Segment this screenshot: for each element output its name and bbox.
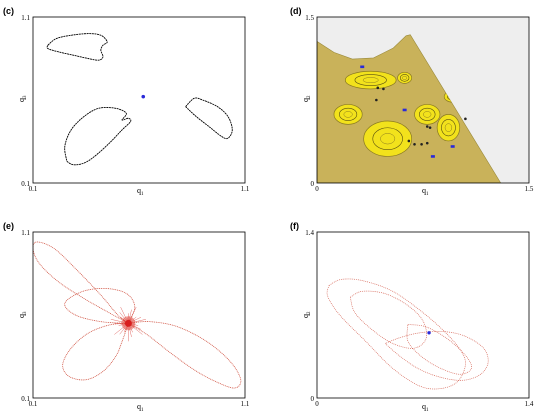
panel-d-marker-2 (402, 108, 407, 112)
panel-e: (e) 0.1 1.1 0.1 1.1 q1 q3 (3, 221, 250, 413)
panel-d-marker-1 (360, 65, 365, 69)
panel-c-ytick-min: 0.1 (21, 180, 30, 188)
panel-d-island-ring-1 (354, 74, 387, 86)
panel-d-dark-point-3 (375, 98, 378, 102)
panel-c-ytick-max: 1.1 (21, 14, 30, 22)
panel-d-dark-point-10 (464, 117, 467, 121)
panel-d-dark-point-1 (376, 86, 380, 90)
panel-f-plot-area (326, 278, 489, 390)
panel-e-lobe-2 (62, 322, 129, 381)
panel-d-ytick-max: 1.5 (305, 14, 314, 22)
panel-f-ylabel: q2 (301, 311, 312, 318)
panel-d: (d) 0 1.5 0 1.5 q1 q2 (290, 6, 534, 197)
panel-e-plot-area (33, 241, 242, 389)
panel-c-orbit-1 (46, 33, 108, 61)
panel-d-island-core-5 (444, 123, 453, 132)
panel-d-island-ring-4 (419, 107, 436, 121)
panel-d-label: (d) (290, 6, 302, 16)
panel-d-island-core-6 (402, 75, 407, 80)
panel-d-xtick-min: 0 (315, 185, 319, 193)
panel-f-xlabel: q1 (422, 402, 429, 413)
panel-d-island-ring-5 (441, 119, 456, 137)
panel-e-lobe-3 (128, 321, 242, 389)
panel-f-xtick-min: 0 (315, 400, 319, 408)
panel-e-dense-core (124, 319, 132, 327)
panel-f-marker (427, 331, 431, 335)
panel-d-island-6 (397, 71, 413, 84)
panel-f-orbit-2 (384, 331, 489, 381)
panel-c-ylabel: q3 (17, 95, 28, 102)
panel-d-marker-3 (450, 145, 455, 148)
panel-f-ytick-min: 0 (311, 395, 315, 403)
panel-c-xtick-max: 1.1 (241, 185, 250, 193)
panel-c-frame (32, 16, 246, 184)
panel-c-orbit-2 (64, 107, 132, 166)
panel-d-dark-point-7 (425, 141, 429, 145)
panel-c-orbit-3 (185, 97, 233, 140)
panel-d-frame (316, 16, 530, 184)
panel-f-orbit-1 (326, 278, 466, 390)
panel-d-xlabel: q1 (422, 186, 429, 197)
panel-f-orbit-4 (406, 324, 473, 375)
panel-d-island-core-2 (343, 111, 353, 118)
panel-e-ytick-max: 1.1 (21, 229, 30, 237)
panel-d-dark-point-9 (413, 142, 416, 146)
panel-e-lobe-4 (64, 288, 136, 324)
panel-d-dark-point-4 (425, 125, 429, 128)
panel-d-island-4 (414, 104, 441, 125)
panel-d-dark-point-2 (382, 87, 385, 91)
panel-f-orbit-3 (349, 290, 427, 349)
panel-d-island-3 (363, 120, 413, 157)
panel-d-island-core-3 (380, 133, 396, 145)
panel-f: (f) 0 1.4 0 1.4 q1 q2 (290, 221, 534, 413)
panel-d-dark-point-6 (420, 142, 423, 146)
panel-e-xtick-min: 0.1 (29, 400, 38, 408)
panel-e-frame (32, 231, 246, 399)
panel-f-label: (f) (290, 221, 299, 231)
panel-c-xtick-min: 0.1 (29, 185, 38, 193)
panel-e-xlabel: q1 (137, 402, 144, 413)
panel-c: (c) 0.1 1.1 0.1 1.1 q1 q3 (3, 6, 250, 197)
panel-d-dark-point-5 (428, 126, 432, 129)
panel-d-ytick-min: 0 (311, 180, 315, 188)
panel-f-frame (316, 231, 530, 399)
panel-d-xtick-max: 1.5 (525, 185, 534, 193)
panel-d-island-ring-2 (339, 107, 358, 121)
panel-c-xlabel: q1 (137, 186, 144, 197)
panel-e-ytick-min: 0.1 (21, 395, 30, 403)
panel-e-lobe-1 (33, 241, 129, 324)
panel-d-island-2 (333, 104, 363, 125)
panel-d-island-ring-6 (399, 74, 410, 82)
panel-d-island-core-4 (423, 111, 432, 118)
panel-e-xtick-max: 1.1 (241, 400, 250, 408)
panel-d-island-1 (344, 70, 397, 90)
panel-c-marker (141, 94, 146, 99)
panel-d-island-ring-3 (372, 127, 403, 151)
panel-e-ylabel: q3 (17, 311, 28, 318)
panel-f-xtick-max: 1.4 (525, 400, 534, 408)
panel-e-label: (e) (3, 221, 14, 231)
panel-d-island-core-1 (362, 77, 379, 83)
panel-d-island-5 (436, 114, 461, 142)
panel-c-label: (c) (3, 6, 14, 16)
panel-d-plot-area (317, 17, 529, 183)
panel-f-ytick-max: 1.4 (305, 229, 314, 237)
panel-c-plot-area (46, 33, 233, 166)
panel-d-marker-4 (430, 155, 435, 158)
panel-d-dark-point-8 (407, 139, 411, 143)
panel-d-islands (333, 70, 462, 157)
panel-d-ylabel: q2 (301, 95, 312, 102)
